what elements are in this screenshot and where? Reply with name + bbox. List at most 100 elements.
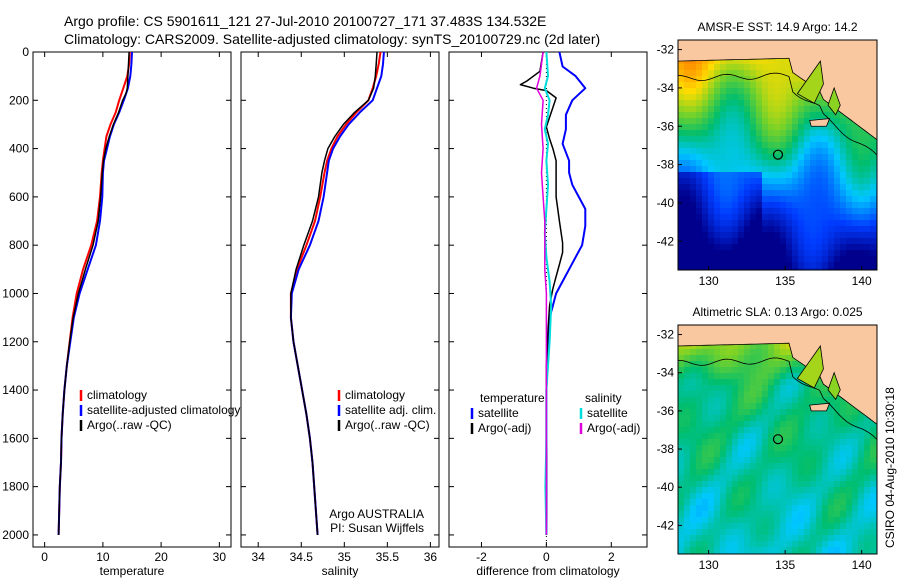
map-cell [792, 184, 799, 191]
map-cell [750, 58, 757, 65]
map-cell [792, 238, 799, 245]
map-cell [774, 172, 781, 179]
map-cell [684, 94, 691, 101]
map-cell [696, 481, 703, 488]
map-cell [732, 76, 739, 83]
map-cell [696, 160, 703, 167]
map-cell [732, 409, 739, 416]
map-cell [774, 541, 781, 548]
legend-label: satellite-adjusted climatology [87, 403, 240, 417]
map-cell [702, 70, 709, 77]
map-cell [786, 427, 793, 434]
map-cell [708, 100, 715, 107]
map-cell [678, 373, 685, 380]
map-cell [726, 451, 733, 458]
map-cell [738, 220, 745, 227]
map-cell [804, 184, 811, 191]
map-cell [726, 166, 733, 173]
map-cell [852, 190, 859, 197]
map-cell [756, 106, 763, 113]
map-cell [756, 523, 763, 530]
map-cell [804, 499, 811, 506]
map-cell [768, 214, 775, 221]
map-cell [858, 427, 865, 434]
map-cell [732, 190, 739, 197]
map-cell [786, 88, 793, 95]
map-cell [678, 202, 685, 209]
map-cell [696, 142, 703, 149]
map-cell [792, 202, 799, 209]
map-cell [786, 124, 793, 131]
map-cell [678, 487, 685, 494]
map-cell [738, 523, 745, 530]
legend-label: climatology [345, 388, 405, 402]
map-cell [726, 130, 733, 137]
map-cell [696, 250, 703, 257]
map-cell [714, 142, 721, 149]
map-cell [792, 118, 799, 125]
map-cell [726, 214, 733, 221]
kangaroo-island [809, 402, 831, 412]
map-cell [744, 178, 751, 185]
map-cell [744, 475, 751, 482]
map-cell [768, 172, 775, 179]
map-cell [714, 154, 721, 161]
map-cell [702, 58, 709, 65]
map-cell [786, 421, 793, 428]
map-cell [774, 373, 781, 380]
map-cell [840, 232, 847, 239]
map-cell [714, 391, 721, 398]
map-cell [750, 475, 757, 482]
map-cell [816, 409, 823, 416]
map-cell [720, 238, 727, 245]
map-cell [726, 184, 733, 191]
map-cell [714, 88, 721, 95]
map-cell [756, 343, 763, 350]
map-cell [684, 118, 691, 125]
map-cell [798, 214, 805, 221]
map-cell [690, 463, 697, 470]
map-cell [828, 238, 835, 245]
map-cell [684, 433, 691, 440]
map-cell [750, 136, 757, 143]
map-cell [726, 136, 733, 143]
map-cell [690, 487, 697, 494]
map-cell [846, 232, 853, 239]
map-cell [732, 160, 739, 167]
map-cell [678, 214, 685, 221]
map-cell [840, 469, 847, 476]
map-cell [840, 403, 847, 410]
map-cell [804, 166, 811, 173]
map-cell [822, 451, 829, 458]
map-cell [696, 397, 703, 404]
map-cell [816, 232, 823, 239]
map-cell [870, 196, 877, 203]
map-cell [702, 385, 709, 392]
map-cell [792, 124, 799, 131]
map-cell [810, 385, 817, 392]
map-cell [684, 124, 691, 131]
map-cell [684, 196, 691, 203]
map-cell [786, 118, 793, 125]
map-cell [852, 160, 859, 167]
map-cell [864, 415, 871, 422]
map-cell [786, 373, 793, 380]
map-cell [768, 58, 775, 65]
map-cell [840, 256, 847, 263]
map-cell [708, 118, 715, 125]
map-cell [762, 226, 769, 233]
map-cell [750, 226, 757, 233]
map-cell [864, 256, 871, 263]
map-cell [846, 415, 853, 422]
map-cell [786, 250, 793, 257]
map-cell [870, 220, 877, 227]
map-cell [852, 481, 859, 488]
map-cell [780, 130, 787, 137]
map-cell [720, 457, 727, 464]
map-cell [708, 190, 715, 197]
map-cell [726, 409, 733, 416]
map-cell [678, 415, 685, 422]
map-cell [780, 403, 787, 410]
map-cell [822, 487, 829, 494]
map-cell [684, 427, 691, 434]
